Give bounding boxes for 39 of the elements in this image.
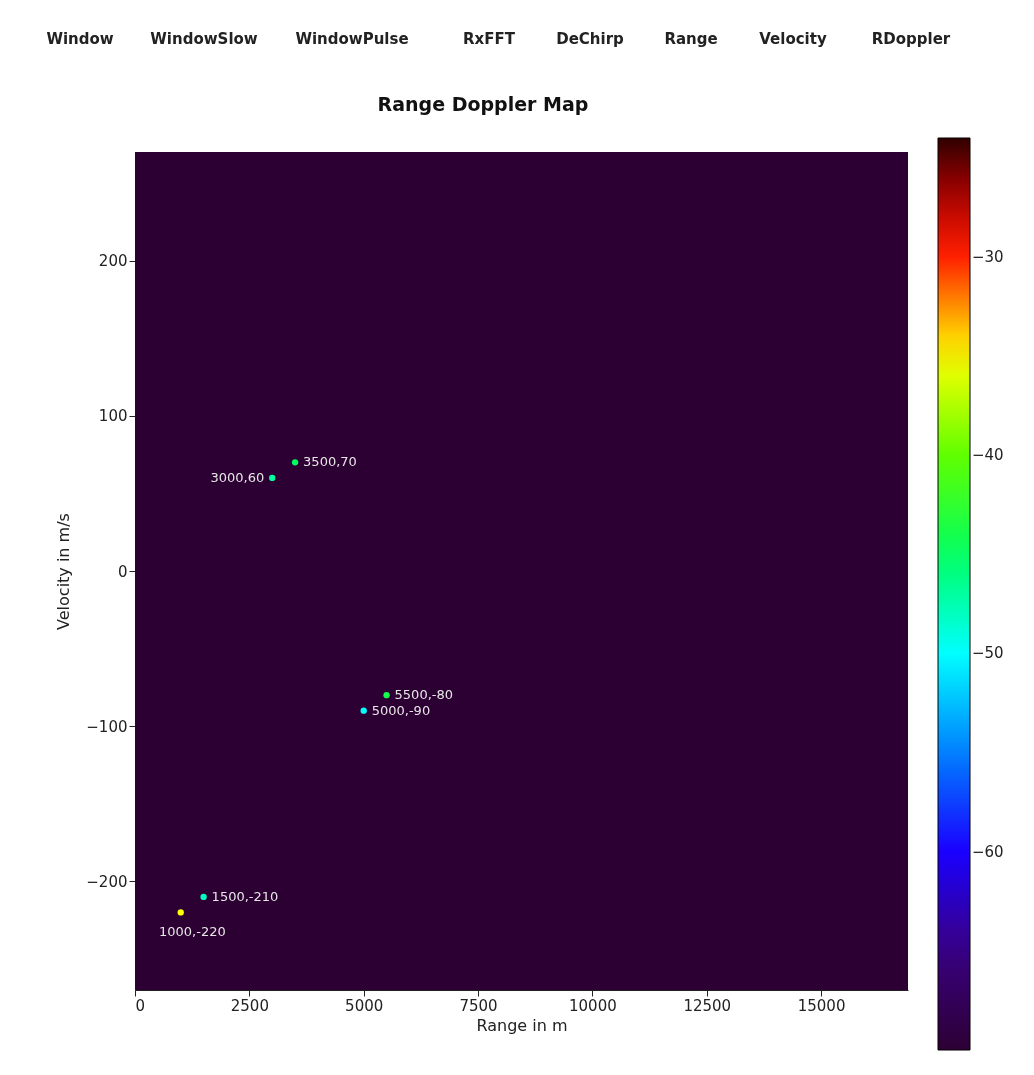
x-tick-label: 2500 (230, 996, 269, 1015)
color-bar-label: −30 (972, 247, 1004, 266)
y-tick-label: −200 (86, 872, 128, 891)
point (200, 893, 207, 901)
annotation: 5000,-90 (371, 702, 431, 718)
text: Window (46, 30, 114, 48)
y-tick-label: 200 (98, 252, 128, 271)
annotation: 5500,-80 (394, 687, 454, 703)
point (291, 459, 299, 466)
color-bar-label: −50 (972, 644, 1004, 663)
point (177, 909, 184, 916)
y-axis-title: Velocity in m/s (54, 513, 74, 630)
y-tick-label: −100 (86, 717, 128, 736)
point (383, 691, 390, 699)
x-tick-label: 15000 (797, 996, 846, 1015)
text: Range (664, 30, 718, 48)
x-axis-title: Range in m (476, 1015, 568, 1035)
x-tick-label: 0 (135, 996, 146, 1015)
text: WindowSlow (150, 30, 258, 48)
annotation: 1500,-210 (211, 888, 279, 904)
x-tick-label: 7500 (459, 996, 498, 1015)
y-tick-label: 0 (117, 562, 128, 581)
chart-title: Range Doppler Map (377, 93, 589, 115)
x-tick-label: 12500 (683, 996, 732, 1015)
text: Velocity (759, 30, 827, 48)
point (269, 474, 276, 482)
text: RxFFT (463, 30, 516, 48)
annotation: 1000,-220 (159, 924, 226, 940)
annotation: 3500,70 (303, 454, 357, 470)
text: WindowPulse (295, 30, 409, 48)
point (360, 707, 367, 714)
color-bar-label: −40 (972, 446, 1004, 465)
annotation: 3000,60 (210, 469, 265, 485)
text: DeChirp (556, 30, 625, 48)
y-tick-label: 100 (98, 407, 128, 426)
color-bar-label: −60 (972, 842, 1004, 861)
x-tick-label: 5000 (345, 996, 384, 1015)
text: RDoppler (871, 30, 951, 48)
x-tick-label: 10000 (569, 996, 617, 1015)
